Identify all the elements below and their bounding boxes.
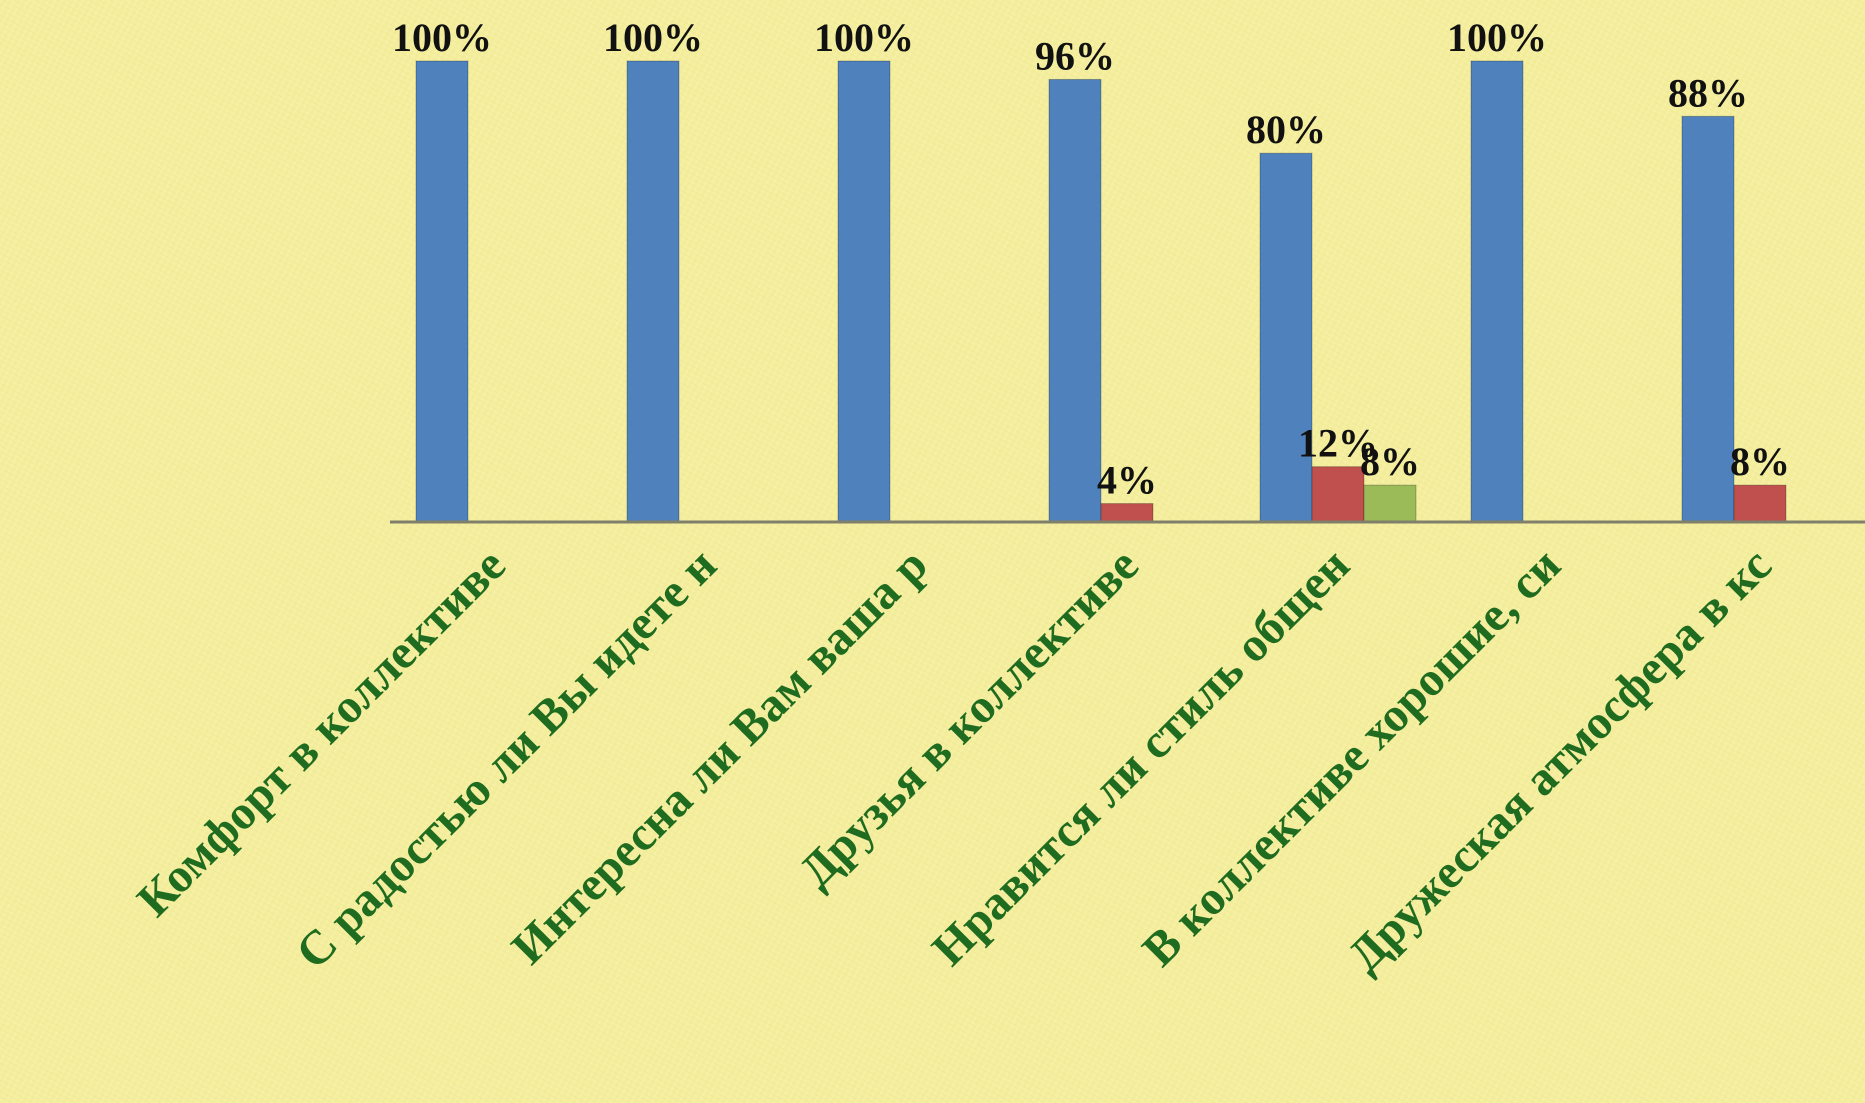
bar-series1-cat4 <box>1048 78 1102 523</box>
x-tick-label-5: Нравится ли стиль общен <box>922 538 1360 976</box>
data-label-series1-cat7: 88% <box>1668 70 1748 115</box>
x-tick-label-7: Дружеская атмосфера в кс <box>1338 538 1782 982</box>
bar-series1-cat7 <box>1681 115 1735 523</box>
bar-series2-cat5 <box>1311 466 1365 523</box>
data-labels-layer: 100% 100% 100% 96%4%80%12%8%100%88%8% <box>392 15 1790 503</box>
data-label-series1-cat2: 100% <box>603 15 703 60</box>
bar-series1-cat6 <box>1470 60 1524 523</box>
data-label-series2-cat5: 12% <box>1298 421 1378 466</box>
bar-series2-cat4 <box>1100 503 1154 523</box>
bar-series1-cat5 <box>1259 152 1313 523</box>
data-label-series1-cat4: 96% <box>1035 33 1115 78</box>
x-tick-label-4: Друзья в коллективе <box>789 538 1148 897</box>
bar-series1-cat3 <box>837 60 891 523</box>
data-label-series2-cat7: 8% <box>1730 439 1790 484</box>
bars-layer <box>415 60 1787 523</box>
bar-series2-cat7 <box>1733 484 1787 523</box>
x-tick-label-1: Комфорт в коллективе <box>127 538 516 927</box>
data-label-series3-cat5: 8% <box>1360 439 1420 484</box>
data-label-series1-cat1: 100% <box>392 15 492 60</box>
data-label-series1-cat6: 100% <box>1447 15 1547 60</box>
data-label-series2-cat4: 4% <box>1097 458 1157 503</box>
x-tick-label-6: В коллективе хорошие, си <box>1132 538 1570 976</box>
data-label-series1-cat5: 80% <box>1246 107 1326 152</box>
bar-series3-cat5 <box>1363 484 1417 523</box>
x-tick-label-2: С радостью ли Вы идете н <box>286 538 727 979</box>
x-tick-label-3: Интересна ли Вам ваша р <box>502 538 938 974</box>
bar-series1-cat2 <box>626 60 680 523</box>
bar-series1-cat1 <box>415 60 469 523</box>
data-label-series1-cat3: 100% <box>814 15 914 60</box>
